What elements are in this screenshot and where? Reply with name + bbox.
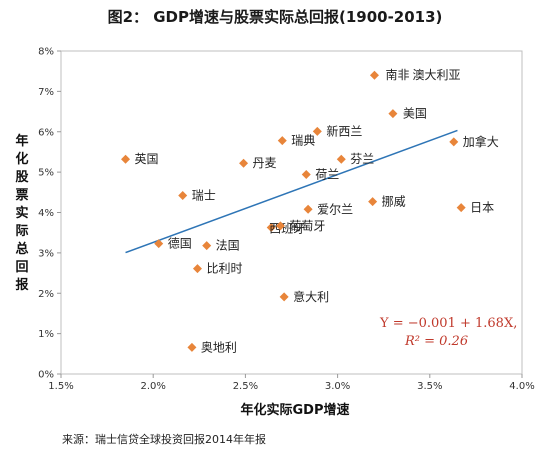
point-label: 意大利 [293,289,329,304]
point-label: 奥地利 [201,340,237,354]
point-label: 芬兰 [350,152,374,166]
point-label: 葡萄牙 [289,219,325,233]
data-point [279,292,289,302]
y-axis-ticks: 0% 1% 2% 3% 4% 5% 6% 7% 8% [38,47,61,381]
data-point [368,197,378,207]
chart-title: 图2： GDP增速与股票实际总回报(1900-2013) [108,8,443,26]
point-label: 瑞典 [291,134,315,148]
data-point [202,241,212,251]
y-tick-label: 0% [38,370,54,381]
data-point [192,264,202,274]
point-label: 澳大利亚 [412,68,460,82]
x-axis-ticks: 1.5% 2.0% 2.5% 3.0% 3.5% 4.0% [48,374,535,392]
x-axis-title: 年化实际GDP增速 [241,402,350,418]
data-point [178,191,188,201]
source-note: 来源：瑞士信贷全球投资回报2014年年报 [62,432,266,446]
regression-equation: Y = −0.001 + 1.68X, [379,316,517,331]
point-label: 瑞士 [192,189,216,203]
y-axis-title: 年化股票实际总回报 [15,133,29,293]
point-label: 加拿大 [463,134,499,149]
data-point [449,137,459,147]
y-tick-label: 3% [38,248,54,259]
trendline-path [125,129,458,254]
data-point [301,170,311,180]
data-point [336,154,346,164]
data-point [154,239,164,249]
x-tick-label: 2.5% [233,381,258,392]
y-tick-label: 6% [38,127,54,138]
x-tick-label: 3.0% [325,381,350,392]
point-label: 挪威 [382,195,406,209]
y-tick-label: 1% [38,329,54,340]
point-label: 美国 [403,107,427,121]
x-tick-label: 2.0% [140,381,165,392]
data-point [239,158,249,168]
data-point [456,203,466,213]
x-tick-label: 1.5% [48,381,73,392]
point-label: 荷兰 [315,168,339,182]
trendline [125,129,458,254]
data-point [187,342,197,352]
data-point [121,154,131,164]
data-point [275,221,285,231]
y-tick-label: 7% [38,87,54,98]
data-point [303,204,313,214]
point-label: 丹麦 [253,156,277,170]
point-label: 南非 [385,67,409,82]
x-tick-label: 3.5% [417,381,442,392]
point-label: 比利时 [206,262,242,276]
data-point [266,222,276,232]
data-point [388,109,398,119]
point-label: 法国 [216,239,240,253]
point-label: 爱尔兰 [317,201,353,216]
point-label: 日本 [470,201,494,215]
r-squared: R² = 0.26 [404,334,468,349]
y-tick-label: 5% [38,168,54,179]
y-tick-label: 2% [38,289,54,300]
point-label: 新西兰 [326,123,362,138]
y-tick-label: 8% [38,47,54,58]
x-tick-label: 4.0% [509,381,534,392]
data-point [277,136,287,146]
data-point [369,70,379,80]
data-point [312,126,322,136]
y-tick-label: 4% [38,208,54,219]
point-label: 英国 [135,152,159,166]
point-label: 德国 [168,236,192,251]
